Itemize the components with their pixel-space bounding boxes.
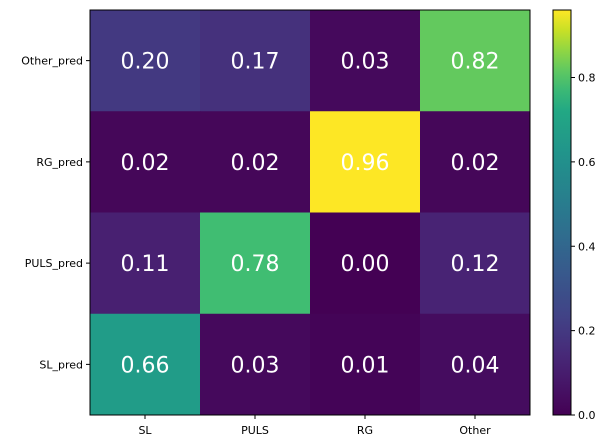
heatmap-cell [90,111,201,213]
cell-value-label: 0.03 [231,353,280,378]
heatmap-cell [200,313,311,416]
cell-value-label: 0.20 [121,50,170,75]
plot-frame [89,9,531,416]
heatmap-cell [420,212,531,315]
heatmap-cell [90,313,201,416]
cell-value-label: 0.11 [121,252,170,277]
cell-value-label: 0.78 [231,252,280,277]
colorbar-tick-label: 0.2 [578,325,596,338]
colorbar-tick-label: 0.0 [578,409,596,422]
cell-value-label: 0.12 [451,252,500,277]
cell-value-label: 0.04 [451,353,500,378]
x-tick-label: PULS [241,424,269,437]
cell-value-label: 0.82 [451,50,500,75]
heatmap-cell [90,212,201,315]
y-tick-label: RG_pred [36,156,83,169]
heatmap-cell [90,10,201,112]
cell-value-label: 0.01 [341,353,390,378]
cell-value-label: 0.17 [231,50,280,75]
heatmap-cell [310,212,421,315]
heatmap-cell [310,10,421,112]
cell-value-label: 0.00 [341,252,390,277]
x-tick-label: SL [138,424,152,437]
cell-value-label: 0.66 [121,353,170,378]
y-tick-label: SL_pred [39,358,83,371]
colorbar-tick-label: 0.8 [578,72,596,85]
heatmap-cell [310,313,421,416]
cell-value-label: 0.02 [121,151,170,176]
colorbar-tick-label: 0.4 [578,240,596,253]
heatmap-cell [200,212,311,315]
colorbar [552,9,572,416]
cell-value-label: 0.96 [341,151,390,176]
y-tick-label: Other_pred [21,55,83,68]
cell-value-label: 0.02 [231,151,280,176]
heatmap-cell [200,10,311,112]
heatmap-cell [420,313,531,416]
y-tick-label: PULS_pred [25,257,83,270]
cell-value-label: 0.02 [451,151,500,176]
x-tick-label: Other [459,424,491,437]
colorbar-tick-label: 0.6 [578,156,596,169]
heatmap-cell [420,111,531,213]
heatmap-cell [310,111,421,213]
heatmap-cell [200,111,311,213]
cell-value-label: 0.03 [341,50,390,75]
x-tick-label: RG [357,424,373,437]
heatmap-cell [420,10,531,112]
